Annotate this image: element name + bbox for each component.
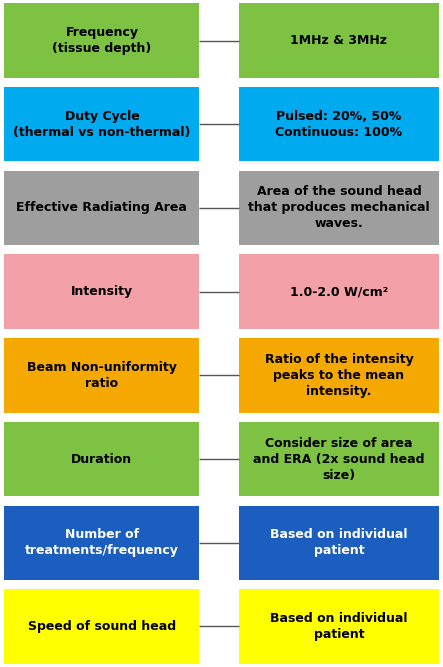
FancyBboxPatch shape [4, 171, 199, 245]
FancyBboxPatch shape [239, 3, 439, 78]
Text: Ratio of the intensity
peaks to the mean
intensity.: Ratio of the intensity peaks to the mean… [264, 353, 413, 398]
Text: Area of the sound head
that produces mechanical
waves.: Area of the sound head that produces mec… [248, 185, 430, 230]
Text: 1MHz & 3MHz: 1MHz & 3MHz [291, 34, 387, 47]
FancyBboxPatch shape [4, 590, 199, 664]
Text: Based on individual
patient: Based on individual patient [270, 612, 408, 641]
Text: Intensity: Intensity [71, 285, 133, 298]
FancyBboxPatch shape [239, 590, 439, 664]
FancyBboxPatch shape [4, 87, 199, 161]
Text: Beam Non-uniformity
ratio: Beam Non-uniformity ratio [27, 361, 177, 390]
Text: Consider size of area
and ERA (2x sound head
size): Consider size of area and ERA (2x sound … [253, 437, 425, 482]
FancyBboxPatch shape [239, 506, 439, 580]
FancyBboxPatch shape [4, 422, 199, 496]
FancyBboxPatch shape [239, 171, 439, 245]
FancyBboxPatch shape [239, 422, 439, 496]
FancyBboxPatch shape [239, 338, 439, 412]
FancyBboxPatch shape [4, 3, 199, 78]
Text: Duration: Duration [71, 453, 132, 466]
Text: Speed of sound head: Speed of sound head [28, 620, 176, 633]
FancyBboxPatch shape [239, 254, 439, 329]
Text: Frequency
(tissue depth): Frequency (tissue depth) [52, 26, 152, 55]
Text: Number of
treatments/frequency: Number of treatments/frequency [25, 528, 179, 557]
FancyBboxPatch shape [239, 87, 439, 161]
Text: Pulsed: 20%, 50%
Continuous: 100%: Pulsed: 20%, 50% Continuous: 100% [276, 110, 402, 139]
FancyBboxPatch shape [4, 506, 199, 580]
Text: Based on individual
patient: Based on individual patient [270, 528, 408, 557]
FancyBboxPatch shape [4, 254, 199, 329]
Text: 1.0-2.0 W/cm²: 1.0-2.0 W/cm² [290, 285, 388, 298]
Text: Duty Cycle
(thermal vs non-thermal): Duty Cycle (thermal vs non-thermal) [13, 110, 190, 139]
FancyBboxPatch shape [4, 338, 199, 412]
Text: Effective Radiating Area: Effective Radiating Area [16, 201, 187, 214]
